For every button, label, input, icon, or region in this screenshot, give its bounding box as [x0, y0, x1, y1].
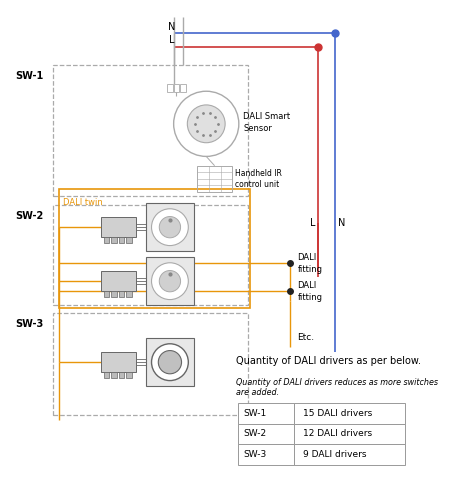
Text: 12 DALI drivers: 12 DALI drivers — [303, 429, 372, 438]
Bar — [111, 292, 117, 297]
Circle shape — [187, 105, 225, 143]
Circle shape — [158, 350, 182, 374]
Bar — [101, 217, 137, 238]
Text: SW-2: SW-2 — [244, 429, 266, 438]
Text: Handheld IR: Handheld IR — [235, 169, 282, 178]
Bar — [197, 166, 232, 192]
Bar — [104, 238, 109, 243]
Text: Quantity of DALI drivers as per below.: Quantity of DALI drivers as per below. — [236, 356, 421, 366]
Bar — [294, 403, 405, 424]
Circle shape — [159, 271, 181, 292]
Text: DALI Smart: DALI Smart — [244, 112, 291, 121]
Text: control unit: control unit — [235, 180, 279, 189]
Bar — [167, 84, 173, 92]
Text: L: L — [310, 218, 315, 228]
Circle shape — [173, 91, 239, 156]
Bar — [101, 271, 137, 292]
Bar — [59, 189, 250, 308]
Bar — [238, 444, 294, 465]
Bar — [104, 372, 109, 378]
Bar — [53, 313, 248, 415]
Circle shape — [152, 263, 188, 299]
Text: SW-3: SW-3 — [15, 319, 43, 329]
Bar — [101, 352, 137, 372]
Bar — [53, 205, 248, 305]
Text: Sensor: Sensor — [244, 124, 273, 133]
Text: fitting: fitting — [298, 264, 322, 274]
Text: SW-3: SW-3 — [244, 450, 267, 459]
Bar — [146, 257, 194, 305]
Bar — [104, 292, 109, 297]
Text: DALI twin: DALI twin — [63, 197, 102, 207]
Bar — [180, 84, 186, 92]
Bar — [238, 403, 294, 424]
Bar — [111, 238, 117, 243]
Text: fitting: fitting — [298, 293, 322, 301]
Text: L: L — [169, 35, 174, 45]
Bar — [53, 65, 248, 195]
Circle shape — [152, 209, 188, 245]
Bar — [294, 444, 405, 465]
Text: 15 DALI drivers: 15 DALI drivers — [303, 409, 372, 418]
Text: Etc.: Etc. — [298, 333, 315, 343]
Text: 9 DALI drivers: 9 DALI drivers — [303, 450, 366, 459]
Bar — [126, 372, 132, 378]
Text: N: N — [168, 22, 175, 32]
Bar — [126, 238, 132, 243]
Text: N: N — [337, 218, 345, 228]
Bar — [146, 203, 194, 251]
Text: SW-2: SW-2 — [15, 211, 43, 221]
Bar — [118, 372, 124, 378]
Bar — [294, 424, 405, 444]
Text: DALI: DALI — [298, 281, 317, 290]
Bar — [126, 292, 132, 297]
Text: DALI: DALI — [298, 253, 317, 262]
Circle shape — [159, 217, 181, 238]
Bar — [146, 338, 194, 386]
Text: SW-1: SW-1 — [15, 71, 43, 81]
Text: Quantity of DALI drivers reduces as more switches
are added.: Quantity of DALI drivers reduces as more… — [236, 378, 438, 398]
Bar — [118, 292, 124, 297]
Circle shape — [152, 344, 188, 381]
Text: SW-1: SW-1 — [244, 409, 267, 418]
Bar — [238, 424, 294, 444]
Bar — [111, 372, 117, 378]
Bar — [118, 238, 124, 243]
Bar — [173, 84, 179, 92]
